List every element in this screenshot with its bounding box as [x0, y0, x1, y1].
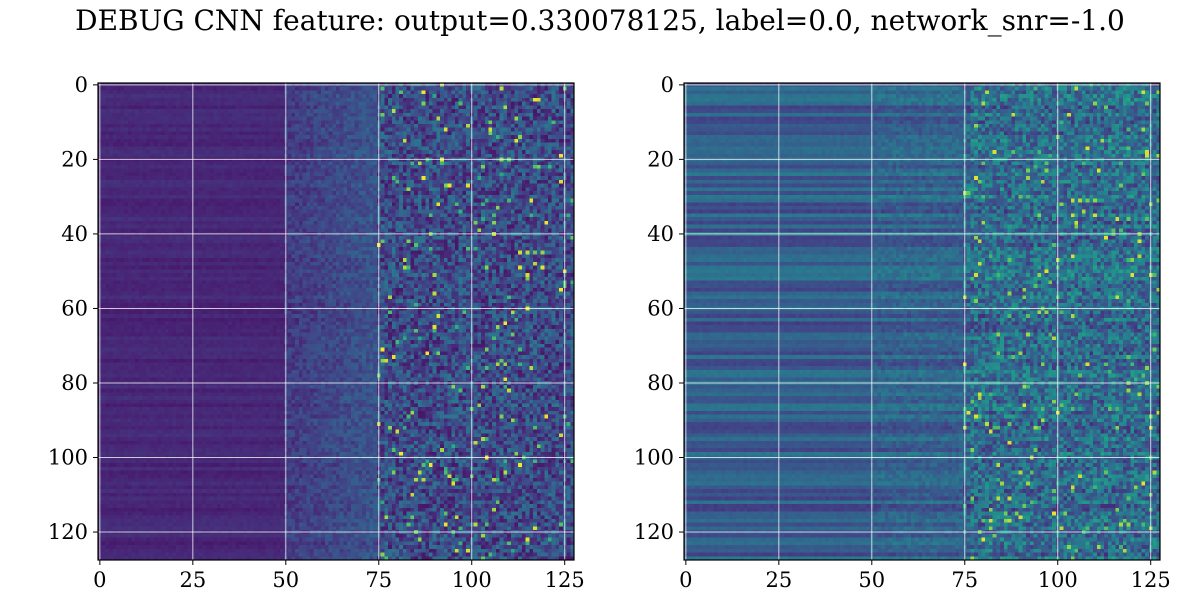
x-tick-label: 100 [1038, 568, 1078, 592]
y-tick-label: 80 [61, 371, 88, 395]
y-tick-label: 20 [61, 147, 88, 171]
y-tick-label: 80 [647, 371, 674, 395]
x-tick-label: 25 [179, 568, 206, 592]
y-tick-label: 40 [61, 222, 88, 246]
y-tick-label: 120 [48, 520, 88, 544]
x-tick-label: 75 [365, 568, 392, 592]
chart-title: DEBUG CNN feature: output=0.330078125, l… [75, 4, 1125, 37]
x-tick-label: 50 [858, 568, 885, 592]
x-tick-label: 0 [679, 568, 692, 592]
axes-frame [683, 82, 1161, 561]
y-tick-label: 0 [661, 73, 674, 97]
y-tick-label: 60 [647, 296, 674, 320]
heatmap-panel-right: 0 25 50 75 100 125 0 20 40 60 80 100 120 [634, 73, 1171, 592]
y-tick-label: 100 [48, 446, 88, 470]
x-tick-label: 125 [545, 568, 585, 592]
x-tick-label: 25 [765, 568, 792, 592]
y-tick-label: 120 [634, 520, 674, 544]
heatmap-panel-left: 0 25 50 75 100 125 0 20 40 60 80 100 120 [48, 73, 585, 592]
x-tick-label: 0 [93, 568, 106, 592]
x-tick-label: 100 [452, 568, 492, 592]
x-tick-label: 75 [951, 568, 978, 592]
heatmap-cells [684, 83, 1160, 560]
y-tick-label: 0 [75, 73, 88, 97]
heatmap-cells [98, 83, 574, 560]
axes-frame [97, 82, 575, 561]
x-tick-label: 50 [272, 568, 299, 592]
y-tick-label: 40 [647, 222, 674, 246]
y-tick-label: 60 [61, 296, 88, 320]
x-tick-label: 125 [1131, 568, 1171, 592]
y-tick-label: 20 [647, 147, 674, 171]
y-tick-label: 100 [634, 446, 674, 470]
